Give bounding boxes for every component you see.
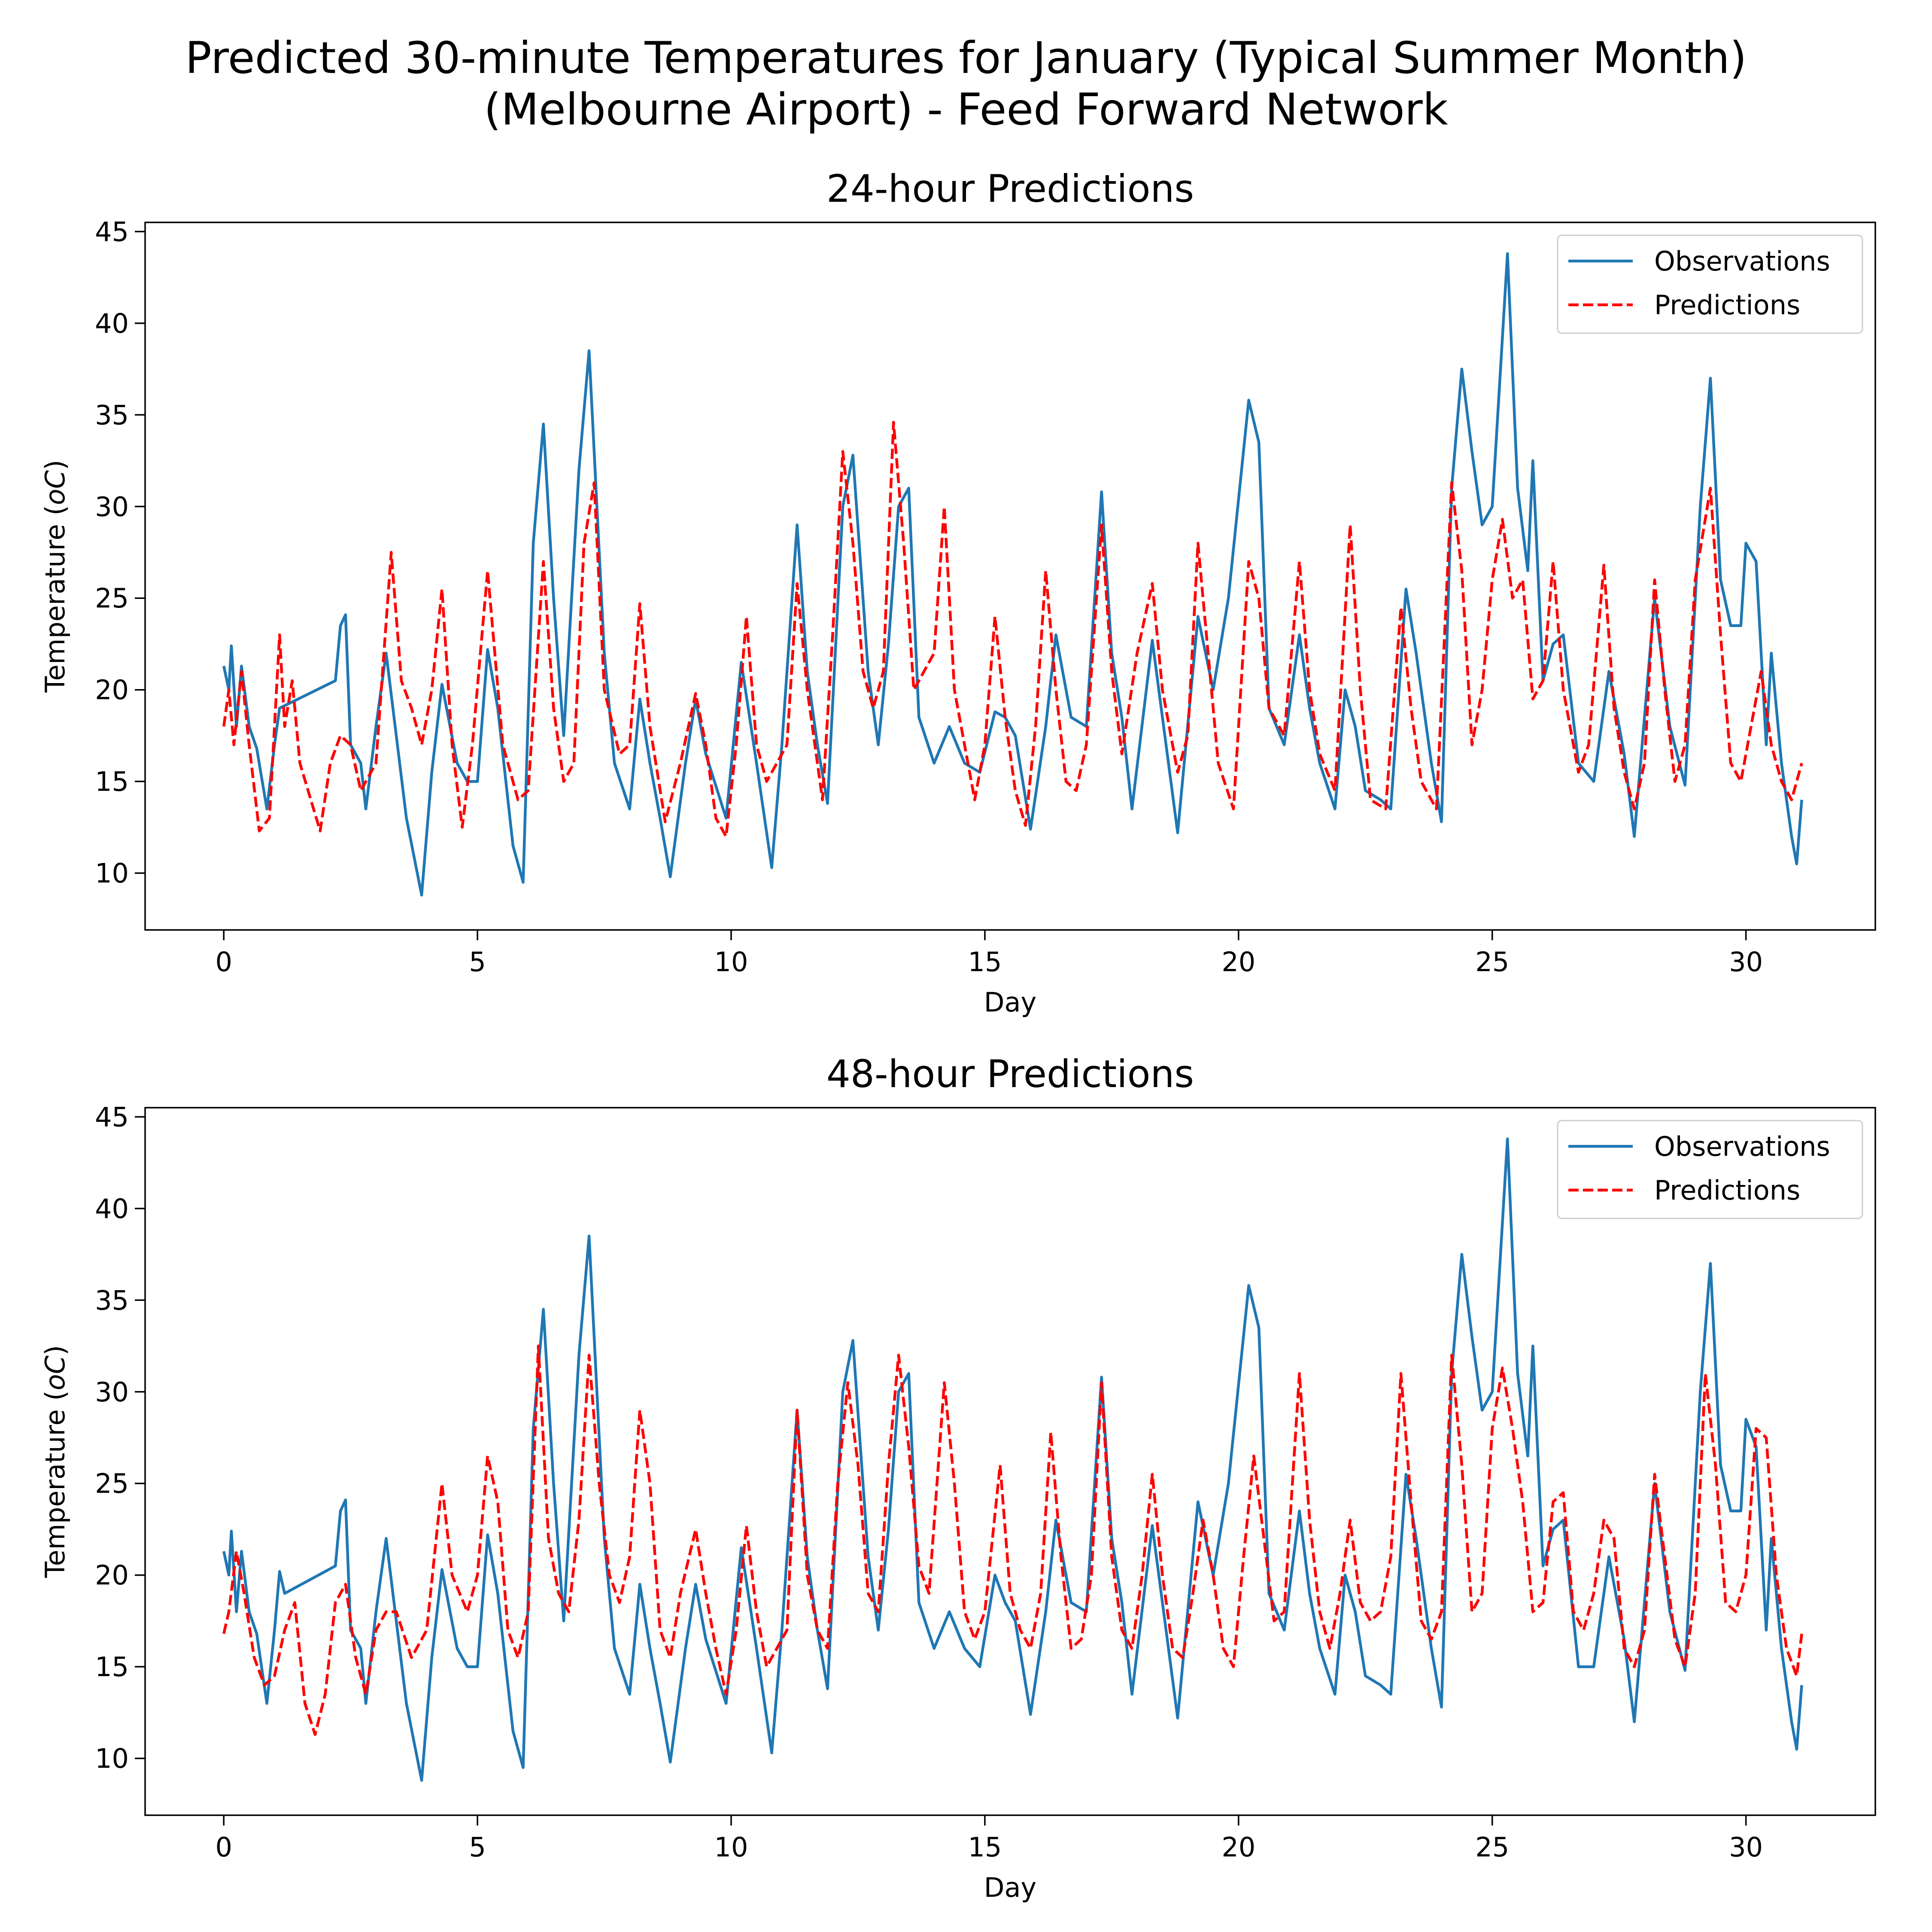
y-tick-label: 20: [95, 674, 129, 706]
x-tick-label: 30: [1729, 1832, 1763, 1863]
x-tick-label: 5: [469, 1832, 486, 1863]
legend-frame: [1557, 1120, 1863, 1219]
legend: Observations Predictions: [1557, 234, 1863, 334]
y-tick-label: 35: [95, 1285, 129, 1316]
y-tick-label: 25: [95, 583, 129, 614]
x-tick-label: 20: [1221, 1832, 1255, 1863]
x-tick-label: 25: [1475, 946, 1509, 978]
y-axis-label-close: ): [39, 460, 71, 470]
legend: Observations Predictions: [1557, 1120, 1863, 1219]
y-tick-label: 40: [95, 1193, 129, 1224]
figure-suptitle-line1: Predicted 30-minute Temperatures for Jan…: [185, 33, 1747, 84]
series-line-predictions: [222, 421, 1803, 838]
x-axis-label: Day: [984, 1872, 1036, 1903]
panel-title: 24-hour Predictions: [826, 167, 1194, 211]
series-line-predictions: [222, 1344, 1803, 1736]
y-tick-label: 45: [95, 216, 129, 247]
figure-suptitle-line2: (Melbourne Airport) - Feed Forward Netwo…: [484, 84, 1448, 135]
legend-label-predictions: Predictions: [1654, 1175, 1800, 1206]
x-tick-label: 10: [714, 946, 748, 978]
x-tick-label: 0: [215, 946, 232, 978]
panel-24-hour: 24-hour Predictions 0 5 10 15 20 25 30 10 15 20 25 3…: [39, 167, 1876, 1018]
axes-frame: [144, 1107, 1876, 1816]
y-tick-label: 10: [95, 858, 129, 889]
x-tick-label: 30: [1729, 946, 1763, 978]
y-tick-label: 15: [95, 766, 129, 797]
x-tick-label: 15: [968, 1832, 1002, 1863]
x-tick-label: 20: [1221, 946, 1255, 978]
y-tick-label: 15: [95, 1651, 129, 1683]
y-tick-label: 30: [95, 491, 129, 522]
panel-title: 48-hour Predictions: [826, 1052, 1194, 1096]
y-axis-label-text: Temperature (: [39, 505, 71, 693]
legend-frame: [1557, 234, 1863, 334]
y-axis-label-unit: oC: [39, 1355, 71, 1390]
y-tick-label: 35: [95, 399, 129, 431]
y-tick-label: 45: [95, 1101, 129, 1133]
x-tick-label: 0: [215, 1832, 232, 1863]
legend-label-observations: Observations: [1654, 246, 1830, 277]
panel-48-hour: 48-hour Predictions 0 5 10 15 20 25 30 10 15 20 25 3…: [39, 1052, 1876, 1903]
y-axis-label: Temperature (oC): [39, 460, 71, 693]
y-tick-label: 20: [95, 1560, 129, 1591]
y-tick-label: 10: [95, 1743, 129, 1774]
legend-label-predictions: Predictions: [1654, 289, 1800, 321]
y-axis-label-close: ): [39, 1345, 71, 1355]
x-tick-label: 15: [968, 946, 1002, 978]
y-tick-label: 25: [95, 1468, 129, 1499]
y-axis-label-unit: oC: [39, 470, 71, 505]
legend-label-observations: Observations: [1654, 1131, 1830, 1162]
axes-frame: [144, 222, 1876, 931]
series-line-observations: [222, 252, 1803, 897]
y-tick-label: 40: [95, 308, 129, 339]
y-axis-label-text: Temperature (: [39, 1390, 71, 1578]
x-tick-label: 5: [469, 946, 486, 978]
x-tick-label: 25: [1475, 1832, 1509, 1863]
y-tick-label: 30: [95, 1376, 129, 1408]
x-axis-label: Day: [984, 987, 1036, 1018]
y-axis-label: Temperature (oC): [39, 1345, 71, 1578]
x-tick-label: 10: [714, 1832, 748, 1863]
